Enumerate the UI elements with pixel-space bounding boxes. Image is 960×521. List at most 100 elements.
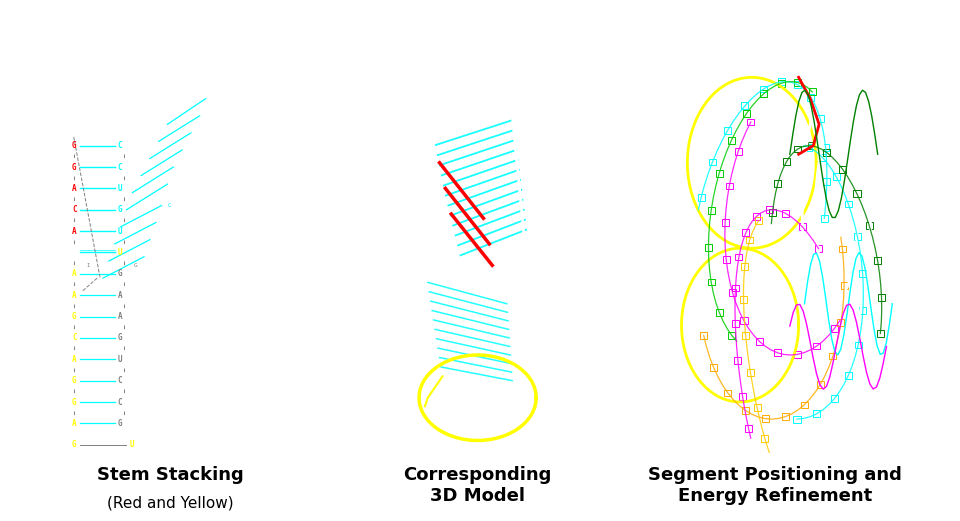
Text: A: A [72,291,77,300]
Bar [822,144,829,151]
Text: G: G [118,419,122,428]
Bar [734,148,742,155]
Text: C: C [126,190,130,195]
Bar [740,317,748,325]
Text: G: G [72,163,77,171]
Bar [801,402,807,408]
Text: A: A [72,248,77,257]
Bar [754,404,760,411]
Bar [874,257,881,264]
Text: G: G [118,333,122,342]
Bar [819,154,826,161]
Bar [698,194,705,201]
Text: A: A [131,241,134,246]
Text: U: U [130,440,134,449]
Text: G: G [72,141,77,150]
Bar [837,319,845,326]
Bar [769,209,776,216]
Text: C: C [102,258,106,264]
Text: G: G [134,173,138,178]
Bar [815,245,822,252]
Text: U: U [174,182,177,187]
Bar [832,173,840,180]
Bar [821,215,828,222]
Bar [761,415,769,422]
Bar [799,223,805,230]
Bar [761,435,768,442]
Text: A: A [72,269,77,278]
Bar [854,233,861,240]
Bar [724,390,732,396]
Text: U: U [118,248,122,257]
Bar [777,474,783,481]
Text: A: A [72,184,77,193]
Text: C: C [118,376,122,385]
Bar [778,79,785,85]
Text: A: A [118,291,122,300]
Bar [845,372,852,379]
Bar [708,279,714,286]
Bar [854,342,862,349]
Bar [745,425,752,432]
Bar [782,158,790,165]
Text: G: G [161,220,165,225]
Text: Stem Stacking: Stem Stacking [97,466,244,485]
Bar [766,206,774,213]
Bar [710,364,717,371]
Bar [734,357,741,364]
Bar [756,217,762,224]
Bar [817,115,824,122]
Text: U: U [118,184,122,193]
Bar [747,369,754,376]
Bar [735,254,742,260]
Bar [722,219,729,226]
Bar [775,180,781,187]
Bar [859,270,866,277]
Bar [760,90,767,97]
Bar [813,343,821,350]
Bar [807,94,814,101]
Bar [708,158,716,166]
Bar [783,480,790,487]
Bar [829,353,836,359]
Bar [781,413,789,420]
Bar [841,282,848,289]
Bar [808,142,815,150]
Text: U: U [211,96,215,101]
Text: C: C [72,333,77,342]
Bar [794,416,801,423]
Bar [740,296,747,303]
Bar [845,201,852,207]
Text: G: G [160,122,164,127]
Bar [794,351,801,358]
Text: G: G [118,205,122,214]
Bar [723,256,730,263]
Bar [756,338,763,345]
Bar [729,290,736,296]
Text: A: A [72,355,77,364]
Bar [813,411,820,417]
Bar [724,127,731,134]
Text: Segment Positioning and
Energy Refinement: Segment Positioning and Energy Refinemen… [648,466,902,505]
Bar [866,222,873,229]
Bar [760,85,767,92]
Bar [708,207,714,214]
Text: G: G [72,376,77,385]
Bar [742,332,749,339]
Bar [824,178,830,185]
Text: G: G [180,165,183,169]
Text: A: A [72,227,77,235]
Text: U: U [156,237,159,242]
Bar [741,102,749,109]
Bar [804,144,811,151]
Text: A: A [118,312,122,321]
Text: C: C [96,276,100,281]
Bar [778,80,785,86]
Bar [794,81,802,88]
Bar [830,395,838,402]
Text: C: C [118,141,122,150]
Bar [839,166,846,172]
Text: C: C [197,130,201,135]
Text: Corresponding
3D Model: Corresponding 3D Model [403,466,552,505]
Bar [769,459,777,466]
